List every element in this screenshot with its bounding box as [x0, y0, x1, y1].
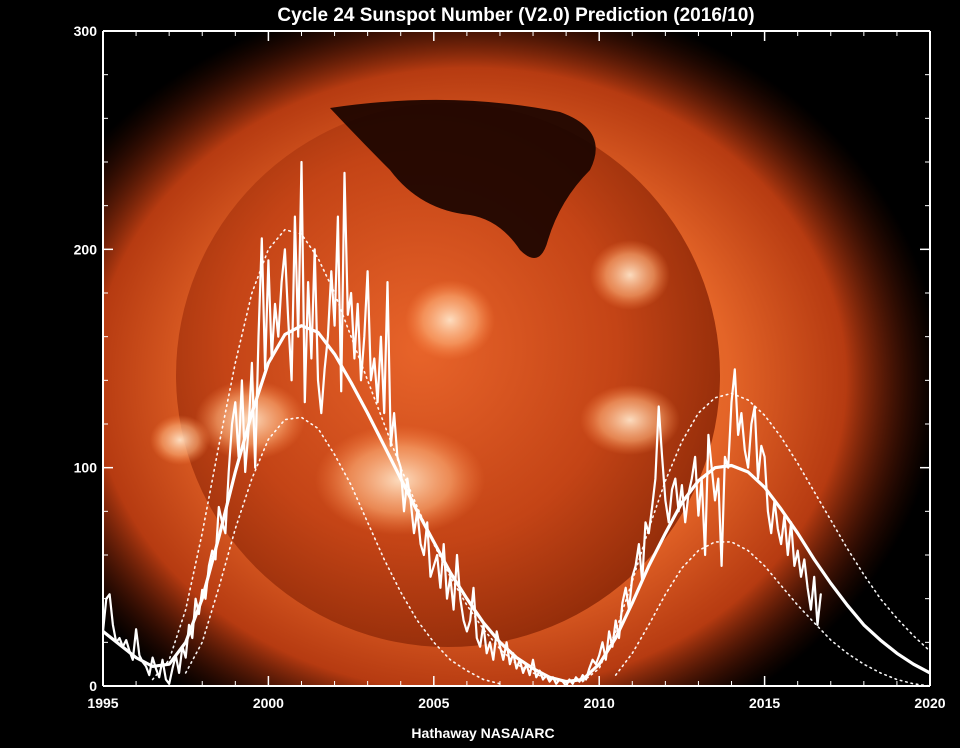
active-region-5 [580, 385, 680, 455]
x-tick-label-2020: 2020 [914, 695, 945, 711]
tick-layer: 1995 2000 2005 2010 2015 2020 0 100 200 300 [74, 23, 946, 711]
x-tick-label-2005: 2005 [418, 695, 449, 711]
y-tick-label-300: 300 [74, 23, 98, 39]
series-line-dotted-lower-white-part-1 [184, 416, 501, 685]
sun-image [103, 31, 930, 686]
x-tick-label-2015: 2015 [749, 695, 780, 711]
series-line-dotted-lower-white-part-2 [614, 541, 930, 686]
active-region-3 [405, 280, 495, 360]
active-region-2 [590, 240, 670, 310]
active-region-6 [150, 415, 210, 465]
y-tick-label-200: 200 [74, 241, 98, 257]
series-line-dotted-upper-white-part-2 [581, 392, 930, 683]
series-line-smooth-solid-white [103, 324, 930, 684]
x-tick-label-2010: 2010 [584, 695, 615, 711]
credit-label: Hathaway NASA/ARC [411, 725, 554, 741]
sun-disk [176, 103, 720, 647]
x-tick-label-2000: 2000 [253, 695, 284, 711]
chart-title: Cycle 24 Sunspot Number (V2.0) Predictio… [277, 5, 754, 26]
series-line-dotted-upper-white-part-1 [151, 228, 551, 681]
x-tick-label-1995: 1995 [87, 695, 118, 711]
plot-frame [102, 30, 931, 687]
y-tick-label-0: 0 [89, 678, 97, 694]
series-layer [103, 160, 930, 686]
coronal-hole [330, 99, 596, 259]
y-tick-label-100: 100 [74, 460, 98, 476]
